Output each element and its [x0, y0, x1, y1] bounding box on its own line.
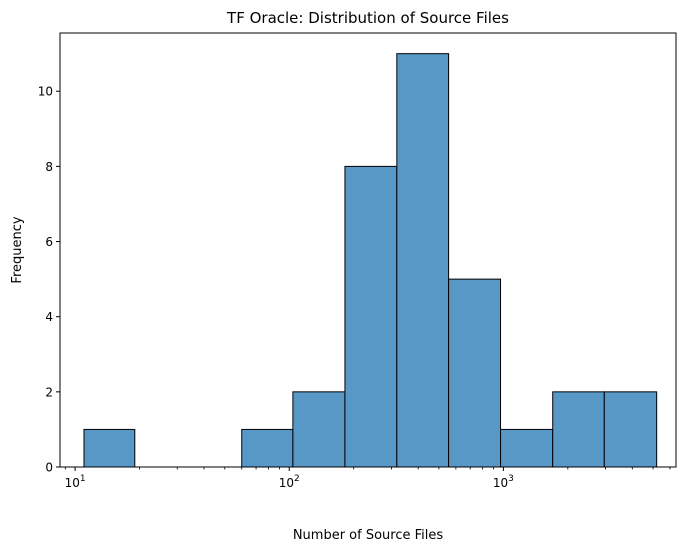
- chart-title: TF Oracle: Distribution of Source Files: [226, 9, 509, 27]
- histogram-bar: [448, 278, 502, 468]
- y-tick-label: 8: [45, 160, 53, 174]
- y-tick-label: 2: [45, 385, 53, 399]
- x-tick-label: 101: [65, 474, 86, 490]
- histogram-bar: [396, 53, 450, 468]
- histogram-bar: [241, 428, 294, 468]
- y-tick-label: 0: [45, 461, 53, 475]
- x-axis-ticks: 101 102 103: [65, 467, 671, 490]
- y-tick-label: 6: [45, 235, 53, 249]
- histogram-bar: [552, 391, 605, 468]
- x-axis-label: Number of Source Files: [293, 528, 444, 543]
- x-tick-label: 103: [493, 474, 514, 490]
- histogram-bar: [500, 428, 554, 468]
- histogram-bar: [83, 428, 136, 468]
- y-tick-label: 10: [38, 85, 53, 99]
- y-tick-label: 4: [45, 310, 53, 324]
- y-axis-ticks: 0 2 4 6 8 10: [38, 85, 60, 475]
- histogram-bar: [344, 165, 398, 468]
- histogram-bar: [292, 391, 346, 468]
- plot-frame: [59, 32, 677, 468]
- x-tick-label: 102: [279, 474, 300, 490]
- y-axis-label: Frequency: [10, 216, 25, 283]
- histogram-bar: [603, 391, 658, 468]
- bars-group: [83, 53, 658, 468]
